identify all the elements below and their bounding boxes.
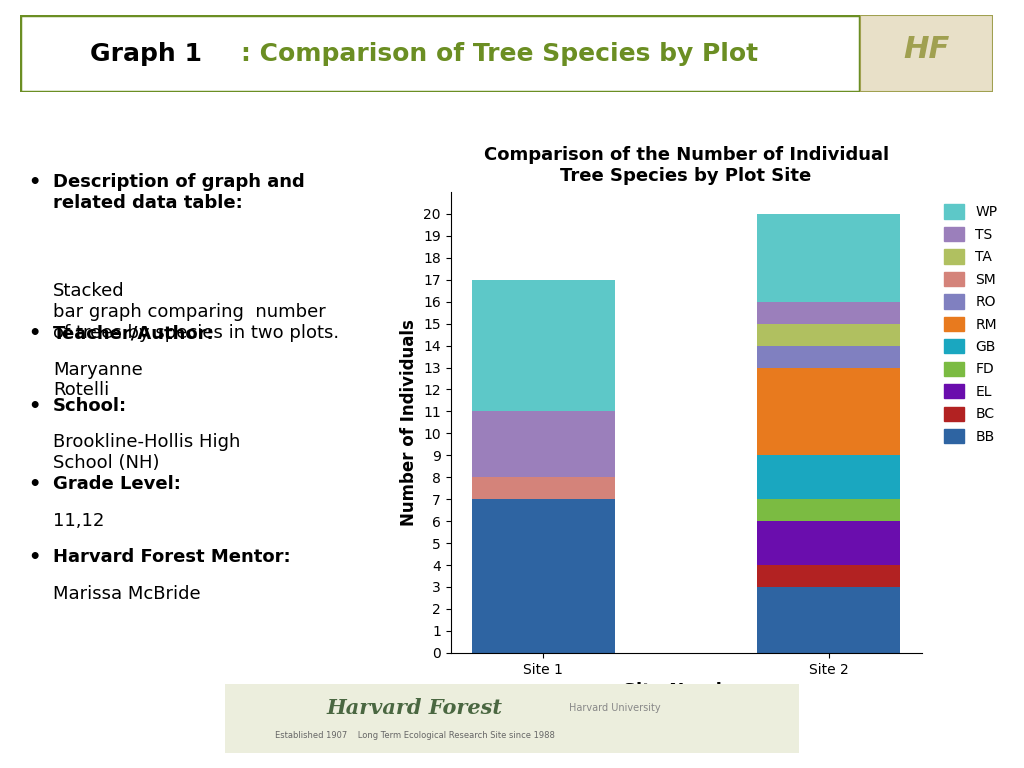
Bar: [758, 302, 900, 323]
Text: Maryanne
Rotelli: Maryanne Rotelli: [53, 360, 143, 399]
Legend: WP, TS, TA, SM, RO, RM, GB, FD, EL, BC, BB: WP, TS, TA, SM, RO, RM, GB, FD, EL, BC, …: [938, 199, 1004, 449]
Text: HF: HF: [903, 35, 950, 65]
Text: Description of graph and
related data table:: Description of graph and related data ta…: [53, 173, 305, 211]
Text: Harvard Forest Mentor:: Harvard Forest Mentor:: [53, 548, 291, 566]
Text: •: •: [29, 475, 41, 495]
Text: Graph 1: Graph 1: [90, 41, 203, 66]
Bar: [758, 499, 900, 521]
Bar: [758, 565, 900, 587]
Title: Comparison of the Number of Individual
Tree Species by Plot Site: Comparison of the Number of Individual T…: [483, 146, 889, 185]
Bar: [472, 412, 614, 477]
X-axis label: Site Number: Site Number: [623, 682, 750, 700]
Text: Teacher/Author:: Teacher/Author:: [53, 324, 215, 342]
Text: Stacked
bar graph comparing  number
of trees by species in two plots.: Stacked bar graph comparing number of tr…: [53, 282, 339, 342]
Text: Harvard Forest: Harvard Forest: [327, 697, 503, 718]
Text: Marissa McBride: Marissa McBride: [53, 584, 201, 603]
Y-axis label: Number of Individuals: Number of Individuals: [399, 319, 418, 526]
Bar: [758, 346, 900, 368]
Bar: [758, 368, 900, 455]
Bar: [758, 323, 900, 346]
Text: Brookline-Hollis High
School (NH): Brookline-Hollis High School (NH): [53, 433, 241, 472]
Text: •: •: [29, 324, 41, 343]
Bar: [758, 455, 900, 499]
Bar: [758, 587, 900, 653]
Bar: [758, 521, 900, 565]
Text: Harvard University: Harvard University: [569, 703, 662, 713]
Text: •: •: [29, 548, 41, 568]
Text: : Comparison of Tree Species by Plot: : Comparison of Tree Species by Plot: [241, 41, 758, 66]
Bar: [472, 499, 614, 653]
Text: •: •: [29, 397, 41, 416]
Text: Grade Level:: Grade Level:: [53, 475, 181, 494]
Bar: [472, 280, 614, 412]
Bar: [472, 477, 614, 499]
Text: 11,12: 11,12: [53, 512, 104, 530]
Bar: [758, 214, 900, 302]
Text: School:: School:: [53, 397, 127, 415]
Text: Established 1907    Long Term Ecological Research Site since 1988: Established 1907 Long Term Ecological Re…: [274, 731, 554, 740]
Text: •: •: [29, 173, 41, 192]
